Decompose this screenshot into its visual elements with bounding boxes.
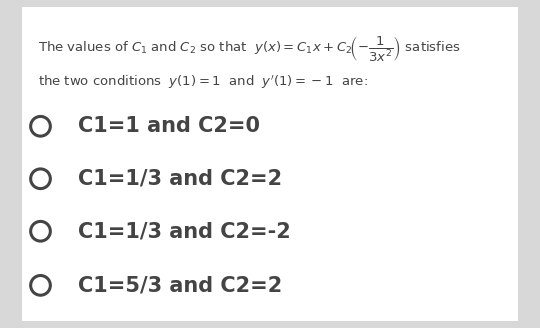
Text: the two conditions  $y(1) = 1$  and  $y'(1) = -1$  are:: the two conditions $y(1) = 1$ and $y'(1)… xyxy=(38,74,368,91)
Ellipse shape xyxy=(31,221,50,241)
Text: C1=1/3 and C2=-2: C1=1/3 and C2=-2 xyxy=(78,221,291,241)
Text: C1=1 and C2=0: C1=1 and C2=0 xyxy=(78,116,260,136)
Text: C1=5/3 and C2=2: C1=5/3 and C2=2 xyxy=(78,276,282,295)
Ellipse shape xyxy=(31,276,50,295)
Ellipse shape xyxy=(31,169,50,189)
Text: The values of $C_1$ and $C_2$ so that  $y(x) = C_1x + C_2\!\left(-\dfrac{1}{3x^2: The values of $C_1$ and $C_2$ so that $y… xyxy=(38,34,460,63)
Text: C1=1/3 and C2=2: C1=1/3 and C2=2 xyxy=(78,169,282,189)
FancyBboxPatch shape xyxy=(22,7,518,321)
Ellipse shape xyxy=(31,116,50,136)
